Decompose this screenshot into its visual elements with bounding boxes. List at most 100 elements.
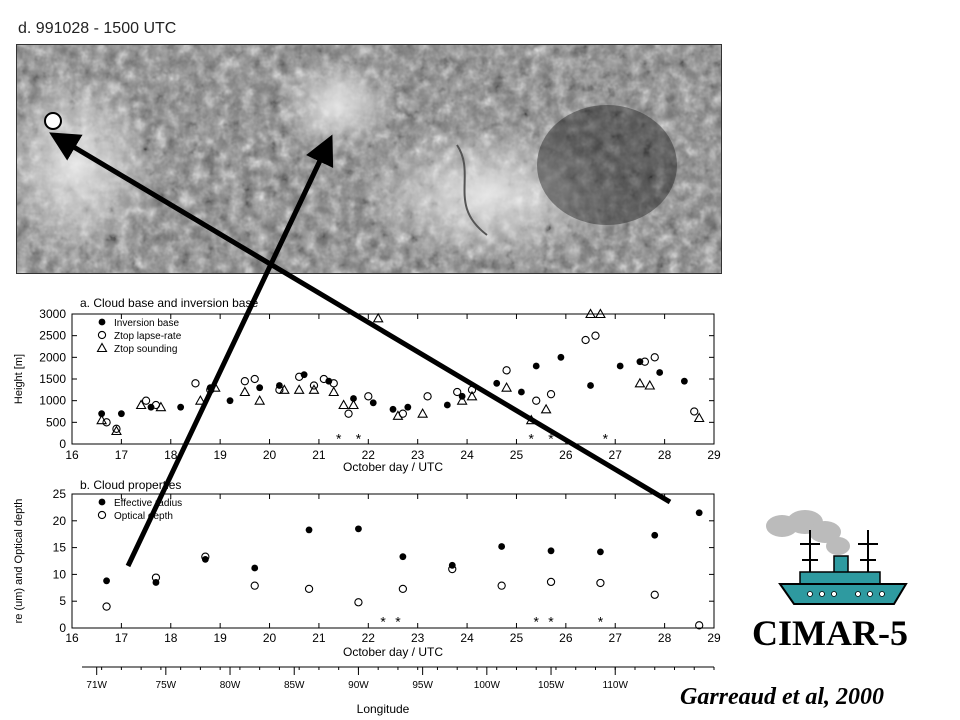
data-point — [194, 395, 206, 405]
data-point — [616, 362, 624, 370]
x-tick-label: 25 — [510, 631, 524, 645]
longitude-tick-label: 100W — [474, 680, 501, 691]
data-point — [191, 379, 200, 388]
data-point — [585, 308, 596, 319]
data-point — [250, 581, 259, 590]
legend-marker — [97, 510, 107, 520]
data-point — [695, 509, 703, 517]
data-point — [634, 377, 646, 388]
longitude-tick-label: 85W — [284, 680, 305, 691]
data-point — [423, 392, 432, 401]
chart-title: b. Cloud properties — [80, 478, 181, 492]
y-tick-label: 0 — [59, 437, 66, 451]
data-point — [557, 353, 565, 361]
data-point: * — [533, 614, 539, 630]
data-point — [369, 399, 377, 407]
data-point — [448, 564, 457, 574]
data-point — [392, 410, 404, 420]
data-point — [111, 425, 122, 436]
data-point — [96, 414, 108, 425]
x-tick-label: 21 — [312, 448, 326, 462]
x-tick-label: 18 — [164, 631, 178, 645]
y-tick-label: 20 — [53, 514, 67, 528]
data-point: * — [603, 431, 609, 447]
chart-cloud-properties: b. Cloud properties October day / UTC re (… — [13, 478, 721, 659]
y-tick-label: 0 — [59, 621, 66, 635]
legend-marker — [98, 498, 106, 506]
data-point — [546, 577, 556, 587]
y-tick-label: 15 — [53, 541, 67, 555]
x-tick-label: 22 — [362, 448, 376, 462]
y-tick-label: 3000 — [39, 307, 66, 321]
x-tick-label: 23 — [411, 448, 425, 462]
data-point — [389, 405, 397, 413]
data-point — [328, 386, 340, 397]
x-tick-label: 22 — [362, 631, 376, 645]
data-point — [344, 409, 353, 418]
hull-icon — [778, 583, 908, 605]
porthole-icons — [807, 591, 885, 597]
x-tick-label: 29 — [707, 631, 721, 645]
x-tick-label: 20 — [263, 448, 277, 462]
legend-entry: Inversion base — [114, 318, 179, 329]
data-point — [597, 548, 604, 556]
data-point — [151, 573, 161, 582]
x-tick-label: 26 — [559, 448, 573, 462]
data-point — [293, 384, 305, 394]
data-point — [656, 369, 664, 376]
x-axis-label: October day / UTC — [343, 645, 443, 659]
y-tick-label: 25 — [53, 487, 67, 501]
data-point — [596, 578, 605, 588]
ship-logo — [766, 510, 908, 605]
data-point — [497, 581, 506, 590]
data-point — [680, 377, 688, 385]
legend-entry: Ztop sounding — [114, 344, 177, 355]
data-point — [354, 598, 363, 607]
longitude-tick-label: 90W — [348, 680, 369, 691]
longitude-tick-label: 75W — [156, 680, 177, 691]
data-point — [502, 366, 511, 375]
data-point — [364, 392, 373, 401]
x-tick-label: 25 — [510, 448, 524, 462]
y-tick-label: 2000 — [39, 350, 66, 364]
data-point — [466, 390, 478, 401]
chart-cloud-base: a. Cloud base and inversion base October … — [13, 296, 721, 474]
data-point — [581, 335, 590, 345]
legend-entry: Effective radius — [114, 498, 182, 509]
data-point — [498, 543, 506, 550]
longitude-tick-label: 110W — [603, 680, 629, 691]
data-point — [240, 377, 249, 386]
data-point — [141, 396, 151, 405]
data-point — [640, 357, 650, 366]
data-point — [532, 396, 541, 405]
data-point — [338, 399, 350, 410]
x-axis-label: October day / UTC — [343, 460, 443, 474]
y-axis-label: Height [m] — [13, 354, 25, 404]
data-point — [456, 395, 468, 405]
legend-entry: Ztop lapse-rate — [114, 331, 182, 342]
data-point — [398, 584, 408, 594]
data-point — [102, 602, 111, 611]
data-point: * — [529, 431, 535, 447]
data-point — [404, 403, 412, 411]
ship-name-label: CIMAR-5 — [752, 613, 908, 653]
x-tick-label: 28 — [658, 448, 672, 462]
data-point — [650, 353, 659, 362]
arrow-to-cloud-feature — [125, 134, 334, 568]
data-point: * — [356, 431, 362, 447]
data-point — [304, 584, 314, 594]
y-axis-label: re (um) and Optical depth — [13, 499, 25, 624]
data-point — [651, 531, 659, 539]
data-point — [372, 312, 384, 323]
arrow-to-ship-position — [49, 132, 672, 505]
data-point — [348, 399, 359, 410]
y-tick-label: 1500 — [39, 372, 66, 386]
satellite-cloud-texture — [17, 45, 721, 273]
data-point: * — [548, 614, 554, 630]
x-tick-label: 20 — [263, 631, 277, 645]
x-tick-label: 18 — [164, 448, 178, 462]
data-point — [594, 308, 606, 319]
longitude-tick-label: 80W — [220, 680, 241, 691]
x-tick-label: 29 — [707, 448, 721, 462]
legend-entry: Optical depth — [114, 511, 173, 522]
